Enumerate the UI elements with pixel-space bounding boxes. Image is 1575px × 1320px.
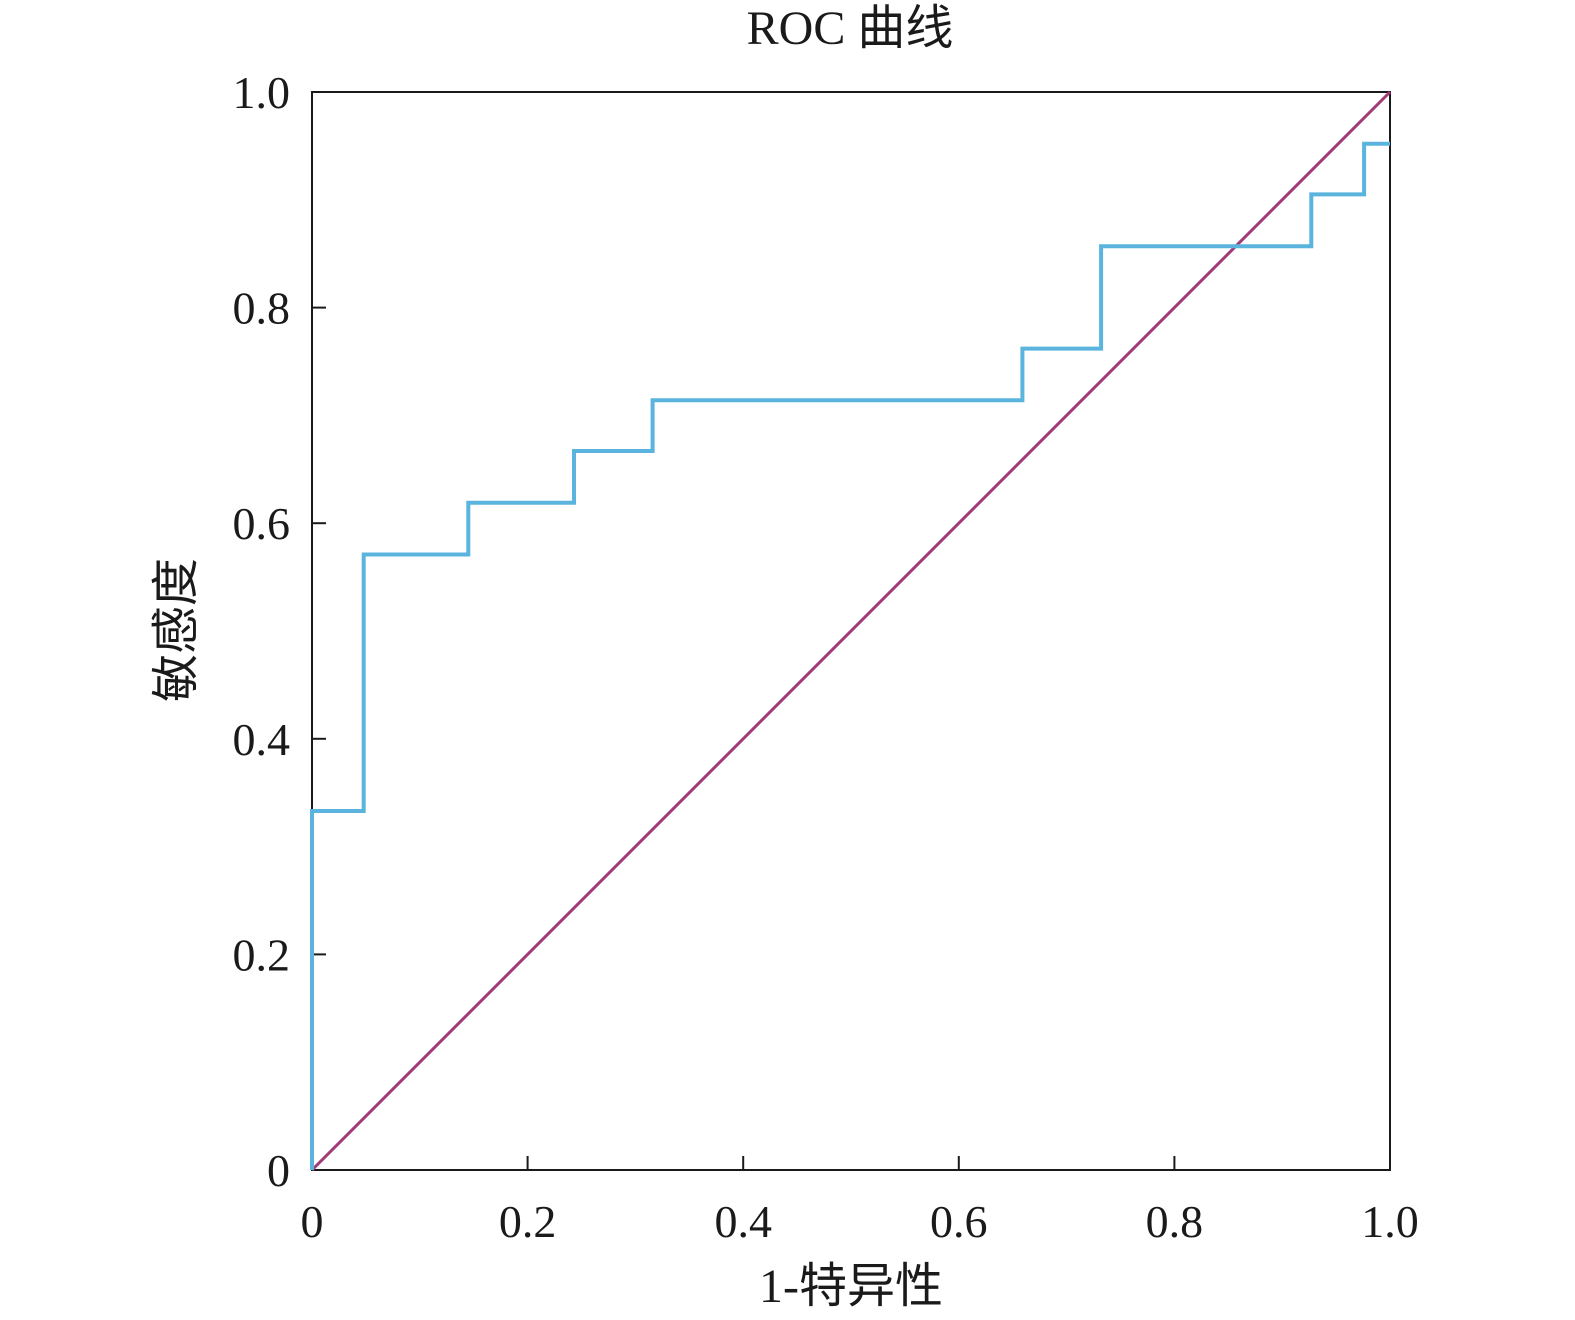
y-axis: 0 0.2 0.4 0.6 0.8 1.0 [233, 67, 326, 1196]
y-axis-label: 敏感度 [150, 558, 203, 702]
roc-step-curve [310, 141, 1390, 1170]
y-tick-label: 1.0 [233, 67, 291, 118]
y-tick-label: 0.8 [233, 283, 291, 334]
plot-frame [311, 91, 1391, 1171]
y-tick-label: 0.6 [233, 498, 291, 549]
x-axis-label: 1-特异性 [759, 1260, 943, 1313]
series-layer [310, 90, 1392, 1172]
x-tick-label: 0.2 [499, 1196, 557, 1247]
x-tick-label: 0.6 [930, 1196, 988, 1247]
y-tick-label: 0.2 [233, 929, 291, 980]
x-tick-label: 1.0 [1361, 1196, 1419, 1247]
y-tick-label: 0.4 [233, 714, 291, 765]
x-tick-label: 0.8 [1146, 1196, 1204, 1247]
x-tick-label: 0 [301, 1196, 324, 1247]
x-tick-label: 0.4 [714, 1196, 772, 1247]
y-tick-label: 0 [267, 1145, 290, 1196]
x-axis: 0 0.2 0.4 0.6 0.8 1.0 [301, 1156, 1419, 1247]
diagonal-reference-line [310, 90, 1392, 1172]
chart-title: ROC 曲线 [747, 2, 954, 55]
